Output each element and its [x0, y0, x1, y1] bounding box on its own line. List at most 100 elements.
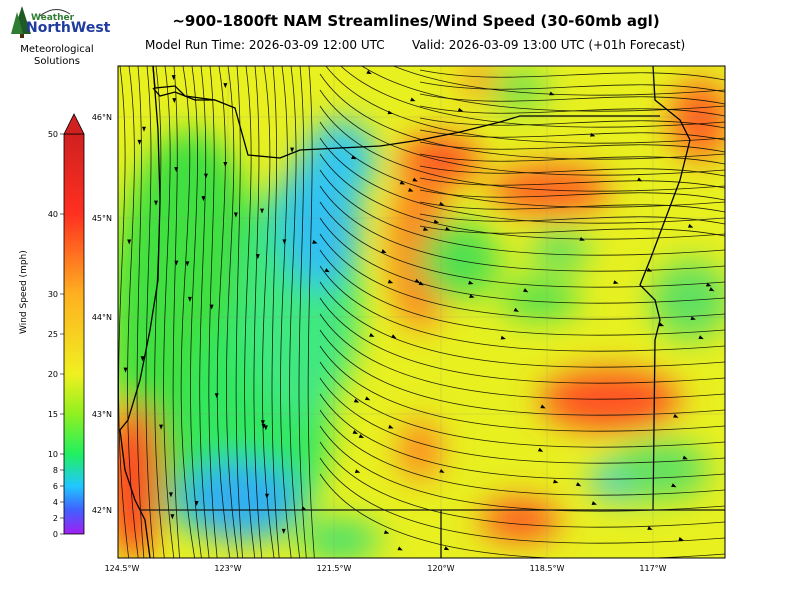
streamline — [419, 213, 725, 225]
streamline — [419, 201, 725, 213]
streamline — [319, 105, 725, 192]
flow-arrow-icon — [137, 139, 142, 145]
streamline — [127, 66, 139, 558]
flow-arrow-icon — [445, 226, 451, 231]
flow-arrow-icon — [364, 396, 371, 401]
lat-label: 42°N — [92, 506, 112, 515]
streamline — [419, 69, 725, 81]
flow-arrow-icon — [127, 239, 132, 245]
flow-arrow-icon — [469, 294, 475, 298]
logo-subtitle-line1: Meteorological — [20, 44, 94, 55]
valid-time: Valid: 2026-03-09 13:00 UTC (+01h Foreca… — [412, 38, 686, 52]
streamline — [419, 189, 725, 201]
flow-arrow-icon — [414, 278, 420, 283]
flow-arrow-icon — [399, 180, 406, 185]
flow-arrow-icon — [159, 424, 164, 430]
streamline — [361, 66, 725, 112]
flow-arrow-icon — [366, 70, 372, 75]
colorbar-tick-label: 40 — [48, 210, 58, 219]
colorbar-tick-label: 50 — [48, 130, 58, 139]
lat-label: 46°N — [92, 113, 112, 122]
flow-arrow-icon — [658, 322, 665, 327]
flow-arrow-icon — [418, 281, 424, 286]
colorbar-tick-label: 8 — [53, 466, 58, 475]
flow-arrow-icon — [383, 530, 390, 534]
flow-arrow-icon — [381, 249, 387, 253]
streamline — [325, 66, 725, 144]
streamline — [244, 66, 256, 558]
flow-arrow-icon — [223, 83, 228, 89]
flow-arrow-icon — [408, 187, 414, 192]
streamline — [235, 66, 243, 558]
lat-label: 45°N — [92, 214, 112, 223]
flow-arrow-icon — [388, 424, 394, 429]
streamline — [419, 93, 725, 105]
flow-arrow-icon — [579, 236, 585, 241]
flow-arrow-icon — [214, 393, 219, 399]
streamline — [419, 165, 725, 177]
streamline — [319, 281, 725, 368]
flow-arrow-icon — [439, 201, 445, 206]
flow-arrow-icon — [410, 97, 416, 102]
flow-arrow-icon — [537, 447, 544, 452]
flow-arrow-icon — [260, 420, 265, 426]
flow-arrow-icon — [443, 546, 450, 551]
streamline — [319, 425, 725, 512]
lon-label: 118.5°W — [530, 564, 565, 573]
model-run-time: Model Run Time: 2026-03-09 12:00 UTC — [145, 38, 385, 52]
streamline — [319, 169, 725, 256]
streamline — [319, 473, 725, 558]
streamline — [319, 313, 725, 400]
colorbar-tick-label: 30 — [48, 290, 58, 299]
flow-arrow-icon — [433, 219, 439, 224]
streamline — [289, 66, 301, 558]
streamline — [419, 177, 725, 189]
colorbar: 0 2 4 6 8 10 15 20 25 30 40 50 — [48, 113, 85, 539]
streamline — [340, 66, 725, 128]
streamline — [216, 66, 231, 558]
oregon-washington-border — [152, 66, 660, 159]
flow-arrow-icon — [324, 268, 330, 273]
flow-arrow-icon — [290, 147, 295, 153]
wind-speed-map — [118, 66, 725, 558]
streamline — [118, 66, 130, 558]
flow-arrow-icon — [312, 239, 318, 244]
flow-arrow-icon — [397, 546, 403, 551]
streamline — [319, 217, 725, 304]
page-title: ~900-1800ft NAM Streamlines/Wind Speed (… — [172, 12, 660, 30]
streamline — [319, 409, 725, 496]
flow-arrow-icon — [549, 91, 555, 96]
streamline — [392, 66, 725, 96]
flow-arrow-icon — [170, 514, 175, 520]
flow-arrow-icon — [171, 75, 176, 81]
flow-arrow-icon — [590, 132, 596, 137]
lon-label: 121.5°W — [317, 564, 352, 573]
streamline — [419, 117, 725, 129]
flow-arrow-icon — [185, 261, 190, 267]
flow-arrow-icon — [369, 332, 375, 337]
flow-arrow-icon — [358, 434, 365, 439]
streamline — [145, 66, 155, 558]
colorbar-tick-label: 20 — [48, 370, 58, 379]
streamline — [319, 329, 725, 416]
streamline — [319, 73, 725, 160]
flow-arrow-icon — [352, 430, 358, 435]
flow-arrow-icon — [423, 227, 429, 231]
streamline — [319, 233, 725, 320]
streamline — [319, 297, 725, 384]
flow-arrow-icon — [281, 528, 286, 534]
streamline — [319, 185, 725, 272]
flow-arrow-icon — [709, 287, 715, 292]
streamline — [319, 249, 725, 336]
streamline — [226, 66, 239, 558]
streamline — [163, 66, 175, 558]
flow-arrow-icon — [354, 469, 361, 474]
streamline — [172, 66, 180, 558]
streamline — [419, 153, 725, 165]
flow-arrow-icon — [553, 479, 559, 484]
flow-arrow-icon — [706, 282, 712, 287]
flow-arrow-icon — [575, 482, 582, 487]
lon-label: 120°W — [427, 564, 454, 573]
flow-arrow-icon — [353, 398, 360, 403]
